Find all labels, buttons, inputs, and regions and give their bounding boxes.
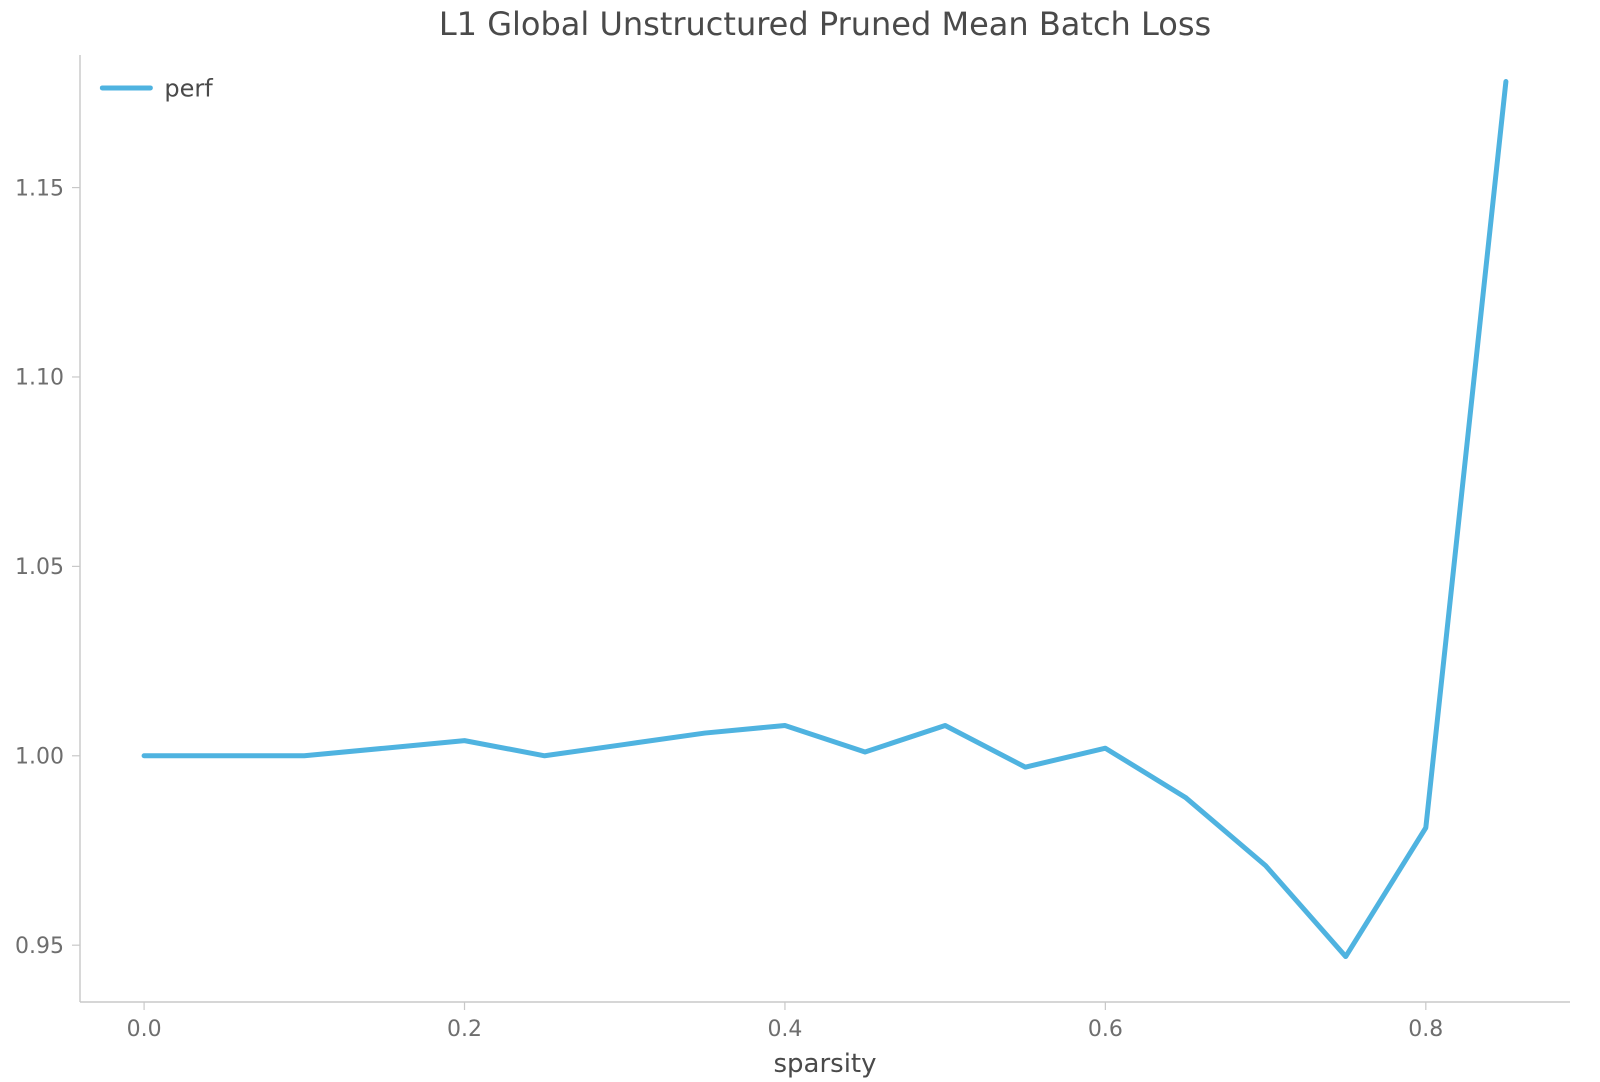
x-tick-label: 0.8 [1408,1017,1443,1042]
chart-background [0,0,1600,1082]
chart-title: L1 Global Unstructured Pruned Mean Batch… [439,5,1211,43]
x-tick-label: 0.0 [127,1017,162,1042]
x-tick-label: 0.2 [447,1017,482,1042]
y-tick-label: 1.10 [15,366,64,391]
x-tick-label: 0.6 [1088,1017,1123,1042]
y-tick-label: 1.15 [15,176,64,201]
line-chart: L1 Global Unstructured Pruned Mean Batch… [0,0,1600,1082]
y-tick-label: 1.05 [15,555,64,580]
chart-container: L1 Global Unstructured Pruned Mean Batch… [0,0,1600,1082]
x-axis-label: sparsity [773,1049,876,1079]
y-tick-label: 0.95 [15,934,64,959]
legend-label: perf [164,74,213,102]
x-tick-label: 0.4 [767,1017,802,1042]
y-tick-label: 1.00 [15,744,64,769]
